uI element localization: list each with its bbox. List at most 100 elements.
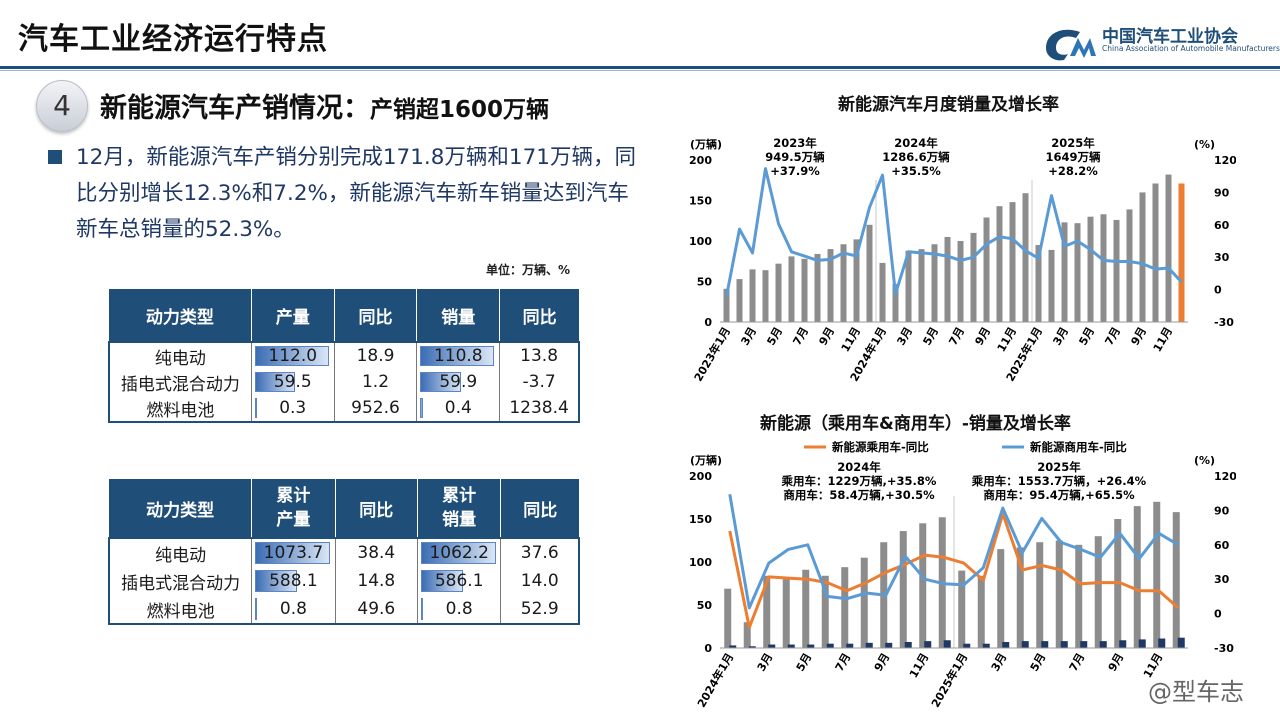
x-tick-label: 7月 (1103, 325, 1124, 348)
commercial-bar (1060, 641, 1068, 648)
sales-bar (1113, 219, 1120, 322)
commercial-bar (943, 640, 951, 648)
data-bar (420, 598, 423, 620)
passenger-bar (1172, 512, 1180, 648)
x-tick-label: 5月 (921, 325, 942, 348)
cumulative-table: 动力类型 累计产量 同比 累计销量 同比 纯电动 1073.7 38.4 106… (108, 479, 581, 625)
x-tick-label: 7月 (791, 325, 812, 348)
table-cell: 纯电动 (108, 537, 252, 567)
sales-bar (1100, 214, 1107, 322)
annotation-line: 商用车：95.4万辆,+65.5% (983, 488, 1135, 502)
commercial-bar (807, 644, 815, 648)
commercial-bar (729, 645, 737, 648)
y2-axis-label: (%) (1194, 454, 1215, 467)
passenger-bar (1153, 501, 1161, 648)
x-tick-label: 11月 (907, 651, 931, 680)
commercial-bar (1002, 641, 1010, 648)
x-tick-label: 7月 (833, 651, 854, 674)
data-bar (255, 542, 330, 564)
section-title: 新能源汽车产销情况：产销超1600万辆 (100, 86, 549, 125)
data-bar (254, 398, 258, 418)
sales-bar (1178, 183, 1185, 322)
x-tick-label: 11月 (1151, 325, 1175, 354)
x-tick-label: 11月 (839, 325, 863, 354)
x-tick-label: 3月 (989, 651, 1010, 674)
sales-bar (1061, 222, 1068, 322)
passenger-bar (860, 557, 868, 648)
y2-axis-label: (%) (1194, 138, 1215, 151)
y2-tick-label: 30 (1214, 251, 1230, 264)
annotation-line: 乘用车：1229万辆,+35.8% (781, 474, 937, 488)
sales-bar (931, 244, 938, 322)
passenger-bar (1075, 544, 1083, 648)
sales-bar (1048, 249, 1055, 322)
x-tick-label: 3月 (755, 651, 776, 674)
table-cell: 1.2 (333, 369, 417, 395)
commercial-bar (982, 643, 990, 648)
sales-bar (944, 236, 951, 322)
table-header: 累计销量 (416, 479, 501, 538)
table-cell: 插电式混合动力 (108, 567, 252, 595)
sales-bar (723, 288, 730, 322)
header-divider-thin (0, 70, 1280, 71)
table-cell: 37.6 (500, 537, 581, 567)
passenger-bar (899, 531, 907, 648)
table-cell: 插电式混合动力 (107, 369, 252, 395)
x-tick-label: 3月 (1051, 325, 1072, 348)
passenger-bar (919, 523, 927, 648)
y2-tick-label: -30 (1214, 642, 1234, 655)
logo-icon (1046, 29, 1096, 61)
table-cell: -3.7 (499, 369, 581, 395)
x-tick-label: 11月 (995, 325, 1019, 354)
y2-tick-label: 30 (1214, 573, 1230, 586)
x-tick-label: 3月 (739, 325, 760, 348)
passenger-bar (821, 575, 829, 648)
table-cell: 14.8 (334, 567, 418, 595)
commercial-bar (865, 642, 873, 648)
table-header: 产量 (250, 289, 335, 342)
chart2-title: 新能源（乘用车&商用车）-销量及增长率 (760, 414, 1071, 434)
unit-note: 单位：万辆、% (486, 263, 571, 277)
y-tick-label: 50 (697, 276, 713, 289)
sales-bar (840, 244, 847, 322)
passenger-bar (743, 622, 751, 648)
sales-bar (892, 283, 899, 322)
commercial-bar (1158, 638, 1166, 648)
cell-value: 1073.7 (263, 543, 324, 563)
bullet-icon (48, 150, 62, 164)
table-cell: 1238.4 (499, 395, 581, 423)
monthly-table: 动力类型 产量 同比 销量 同比 纯电动 112.0 18.9 110.8 13… (107, 289, 581, 423)
growth-line (725, 167, 1183, 297)
sales-bar (866, 224, 873, 322)
annotation-line: 乘用车：1553.7万辆，+26.4% (971, 474, 1147, 488)
header-text: 累计产量 (276, 486, 311, 530)
y2-tick-label: 0 (1214, 284, 1222, 297)
annotation-line: 949.5万辆 (765, 150, 825, 164)
passenger-bar (841, 567, 849, 648)
sales-bar (1074, 223, 1081, 322)
sales-bar (801, 258, 808, 322)
passenger-bar (1036, 542, 1044, 648)
table-cell: 952.6 (333, 395, 417, 423)
table-row: 燃料电池 0.8 49.6 0.8 52.9 (108, 595, 581, 625)
sales-bar (957, 241, 964, 322)
table-cell: 14.0 (500, 567, 581, 595)
logo-subtext: China Association of Automobile Manufact… (1102, 44, 1280, 53)
passenger-growth-line (728, 512, 1180, 629)
table-cell: 燃料电池 (107, 395, 252, 423)
table-cell: 1062.2 (416, 537, 501, 567)
x-tick-label: 5月 (794, 651, 815, 674)
passenger-bar (1055, 540, 1063, 648)
table-cell: 1073.7 (251, 537, 336, 567)
table-cell: 586.1 (416, 567, 501, 595)
data-bar (254, 372, 296, 392)
table-cell: 588.1 (251, 567, 336, 595)
table-cell: 112.0 (250, 341, 335, 369)
x-tick-label: 9月 (817, 325, 838, 348)
y-tick-label: 0 (704, 316, 712, 329)
cell-value: 59.9 (439, 372, 478, 392)
passenger-bar (802, 569, 810, 648)
cell-value: 586.1 (434, 571, 484, 591)
section-number: 4 (36, 80, 88, 132)
chart-passenger-commercial: (万辆) (%) 0 50 100 150 200 -30 0 30 60 90 120 2024年1月 3… (689, 440, 1236, 710)
